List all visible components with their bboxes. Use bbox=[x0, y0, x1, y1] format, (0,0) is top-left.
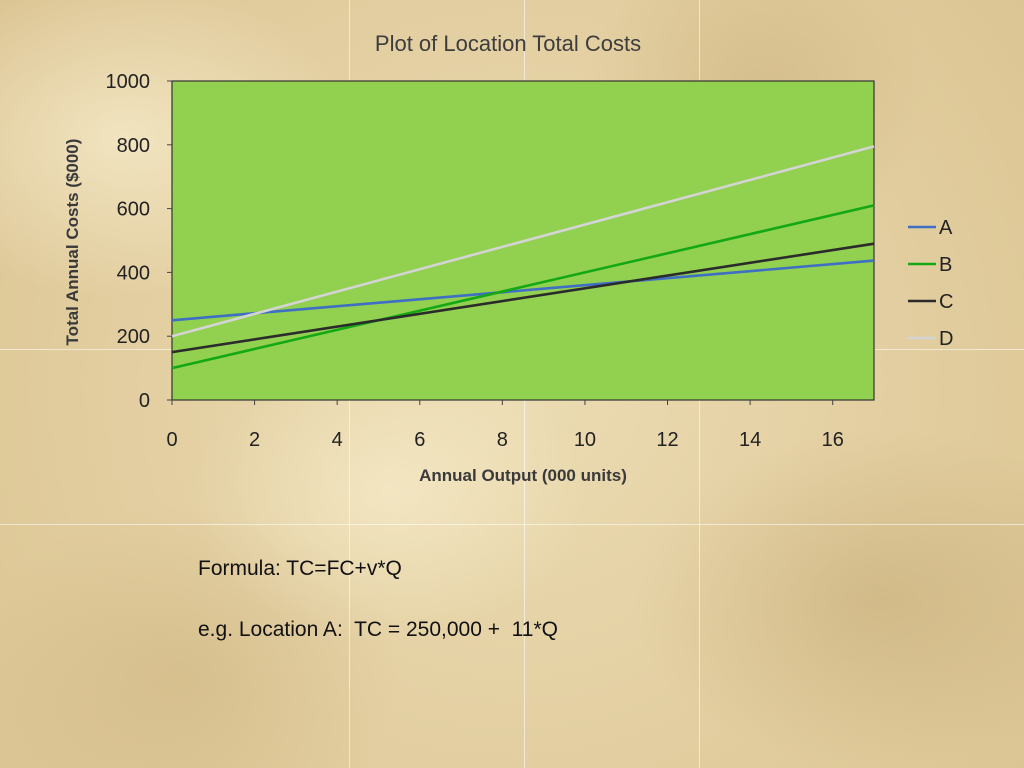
series-line-b bbox=[171, 204, 875, 370]
y-tick-label: 0 bbox=[139, 390, 150, 412]
notes: Formula: TC=FC+v*Q e.g. Location A: TC =… bbox=[198, 556, 958, 643]
y-tick-label: 800 bbox=[117, 135, 150, 157]
y-tick-label: 600 bbox=[117, 199, 150, 221]
y-tick-label: 400 bbox=[117, 262, 150, 284]
y-axis-label: Total Annual Costs ($000) bbox=[63, 139, 82, 346]
legend-label-c: C bbox=[939, 291, 953, 313]
series-line-a bbox=[171, 259, 875, 322]
legend-label-d: D bbox=[939, 328, 953, 350]
chart-title: Plot of Location Total Costs bbox=[375, 31, 641, 56]
series-line-c bbox=[171, 242, 875, 354]
legend-label-a: A bbox=[939, 217, 953, 239]
y-tick-label: 200 bbox=[117, 326, 150, 348]
x-tick-label: 14 bbox=[739, 429, 761, 451]
series-lines bbox=[171, 145, 875, 370]
x-tick-label: 16 bbox=[822, 429, 844, 451]
x-tick-label: 4 bbox=[332, 429, 343, 451]
tile-line bbox=[0, 524, 1024, 525]
legend-label-b: B bbox=[939, 254, 952, 276]
x-axis-label: Annual Output (000 units) bbox=[419, 466, 627, 485]
example-text: e.g. Location A: TC = 250,000 + 11*Q bbox=[198, 618, 558, 641]
x-tick-label: 12 bbox=[656, 429, 678, 451]
x-axis-ticks: 0 2 4 6 8 10 12 14 16 bbox=[166, 400, 844, 451]
x-tick-label: 6 bbox=[414, 429, 425, 451]
x-tick-label: 2 bbox=[249, 429, 260, 451]
x-tick-label: 8 bbox=[497, 429, 508, 451]
formula-text: Formula: TC=FC+v*Q bbox=[198, 557, 402, 580]
x-tick-label: 10 bbox=[574, 429, 596, 451]
total-costs-chart: Plot of Location Total Costs 0 2 4 6 8 10 12 14… bbox=[63, 31, 953, 485]
series-line-d bbox=[171, 145, 875, 338]
y-axis-ticks: 0 200 400 600 800 1000 bbox=[106, 71, 172, 412]
y-tick-label: 1000 bbox=[106, 71, 151, 93]
x-tick-label: 0 bbox=[166, 429, 177, 451]
